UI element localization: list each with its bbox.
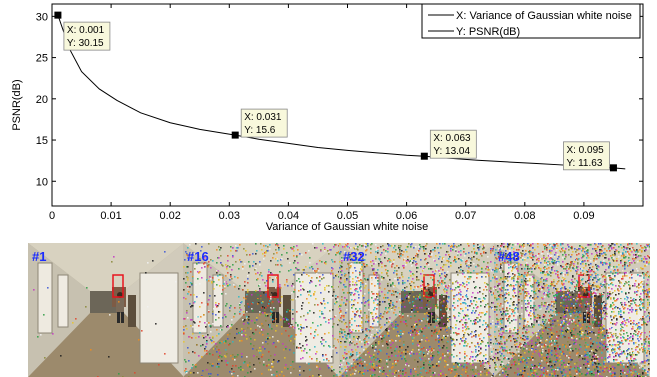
datatip-y-label: Y: 30.15 xyxy=(67,38,104,49)
noisy-frames-strip: #1 #16 #32 #48 xyxy=(28,243,650,377)
x-tick-label: 0 xyxy=(49,210,55,222)
psnr-series-line xyxy=(57,14,626,170)
y-tick-label: 20 xyxy=(36,94,48,106)
datatip-marker xyxy=(420,152,428,160)
datatip-marker xyxy=(231,131,239,139)
x-tick-label: 0.04 xyxy=(278,210,299,222)
y-tick-label: 30 xyxy=(36,11,48,23)
frame-48: #48 xyxy=(494,243,650,377)
datatip-box xyxy=(63,21,111,51)
x-tick-label: 0.07 xyxy=(455,210,476,222)
datatip-y-label: Y: 13.04 xyxy=(433,146,470,157)
tracking-box xyxy=(267,274,279,298)
datatip-x-label: X: 0.095 xyxy=(566,145,604,156)
datatip-x-label: X: 0.031 xyxy=(244,112,282,123)
datatip-box xyxy=(240,108,288,138)
x-tick-label: 0.03 xyxy=(219,210,240,222)
frame-32: #32 xyxy=(339,243,495,377)
x-tick-label: 0.02 xyxy=(159,210,180,222)
x-tick-label: 0.08 xyxy=(514,210,535,222)
datatip-box xyxy=(429,129,477,159)
y-axis-label: PSNR(dB) xyxy=(11,79,23,130)
axis-ticks: 0 0.01 0.02 0.03 0.04 0.05 0.06 0.07 0.08 0.09 10 1… xyxy=(36,4,643,222)
corridor-photo xyxy=(28,243,184,377)
corridor-photo xyxy=(339,243,495,377)
x-tick-label: 0.01 xyxy=(100,210,121,222)
legend-box xyxy=(421,3,641,39)
legend-entry-1: X: Variance of Gaussian white noise xyxy=(456,10,632,22)
datatip-box xyxy=(563,141,610,171)
legend-entry-2: Y: PSNR(dB) xyxy=(456,26,520,38)
frame-label: #32 xyxy=(343,249,365,264)
frame-label: #16 xyxy=(187,249,209,264)
datatip-x-label: X: 0.001 xyxy=(67,25,105,36)
y-tick-label: 10 xyxy=(36,176,48,188)
datatip-x-label: X: 0.063 xyxy=(433,133,471,144)
frame-label: #48 xyxy=(498,249,520,264)
legend: X: Variance of Gaussian white noise Y: P… xyxy=(421,3,641,39)
datatip-marker xyxy=(609,164,617,172)
y-tick-label: 25 xyxy=(36,53,48,65)
corridor-photo xyxy=(494,243,650,377)
y-tick-label: 15 xyxy=(36,135,48,147)
datatip-y-label: Y: 11.63 xyxy=(566,158,602,169)
corridor-photo xyxy=(183,243,339,377)
tracking-box xyxy=(112,274,124,298)
frame-label: #1 xyxy=(32,249,47,264)
x-tick-label: 0.05 xyxy=(337,210,358,222)
x-tick-label: 0.09 xyxy=(573,210,594,222)
datatip-y-label: Y: 15.6 xyxy=(244,125,276,136)
frame-1: #1 xyxy=(28,243,184,377)
x-tick-label: 0.06 xyxy=(396,210,417,222)
psnr-chart: X: 0.001 Y: 30.15 X: 0.031 Y: 15.6 X: 0.063 Y… xyxy=(11,3,644,233)
datatip-marker xyxy=(54,11,62,19)
frame-16: #16 xyxy=(183,243,339,377)
x-axis-label: Variance of Gaussian white noise xyxy=(266,221,428,233)
